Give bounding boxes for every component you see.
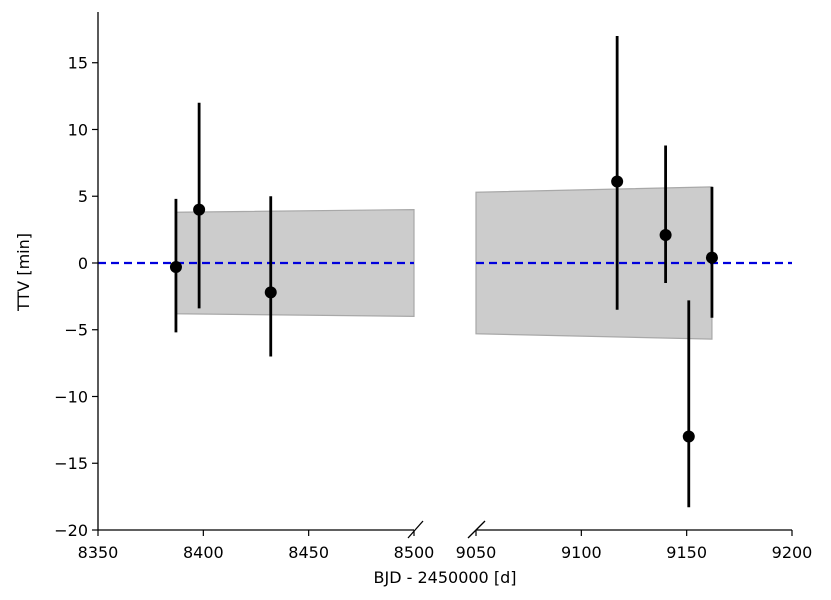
x-tick-label: 8350 bbox=[78, 543, 119, 562]
x-tick-label: 9050 bbox=[456, 543, 497, 562]
data-point bbox=[659, 228, 672, 241]
axis-break-mark-right bbox=[467, 520, 486, 539]
y-tick-label: 10 bbox=[68, 120, 88, 139]
data-point bbox=[682, 430, 695, 443]
x-tick-label: 8400 bbox=[183, 543, 224, 562]
y-tick-label: 0 bbox=[78, 254, 88, 273]
x-tick-label: 8500 bbox=[394, 543, 435, 562]
y-tick-label: −20 bbox=[54, 521, 88, 540]
x-axis-label: BJD - 2450000 [d] bbox=[374, 568, 517, 587]
y-tick-label: −5 bbox=[64, 321, 88, 340]
axis-break-mark-left bbox=[407, 520, 424, 539]
x-tick-label: 9200 bbox=[772, 543, 813, 562]
y-axis-label: TTV [min] bbox=[14, 233, 33, 312]
y-tick-label: −10 bbox=[54, 387, 88, 406]
data-point bbox=[169, 260, 182, 273]
axes bbox=[92, 12, 793, 539]
y-tick-label: −15 bbox=[54, 454, 88, 473]
data-point bbox=[705, 251, 718, 264]
data-point bbox=[193, 203, 206, 216]
data-point bbox=[611, 175, 624, 188]
x-tick-label: 9100 bbox=[561, 543, 602, 562]
tick-labels: 8350 8400 8450 8500 9050 9100 9150 9200 15 10 5 0 −5… bbox=[54, 54, 812, 562]
data-points bbox=[169, 175, 718, 443]
y-tick-label: 15 bbox=[68, 54, 88, 73]
x-tick-label: 9150 bbox=[666, 543, 707, 562]
data-point bbox=[264, 286, 277, 299]
x-tick-label: 8450 bbox=[288, 543, 329, 562]
y-tick-label: 5 bbox=[78, 187, 88, 206]
